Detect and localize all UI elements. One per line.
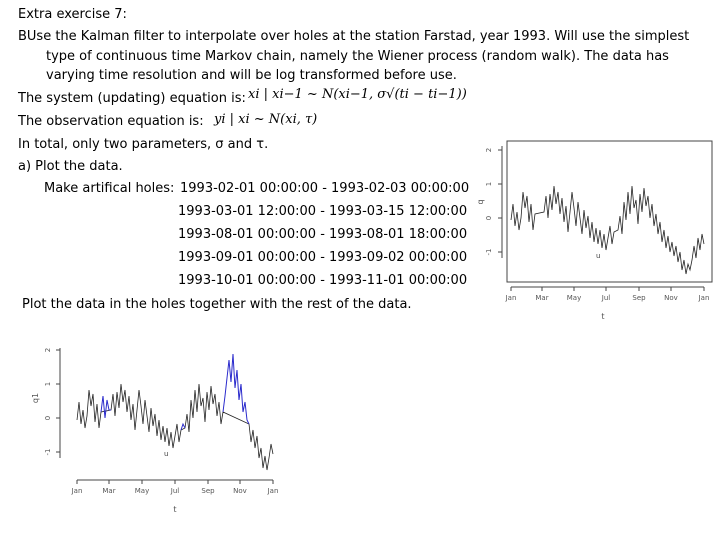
x-tick: Jan <box>71 487 83 495</box>
y-tick: 0 <box>44 416 52 420</box>
x-axis-label: t <box>601 312 604 321</box>
y-axis <box>56 348 61 458</box>
series-marker: u <box>596 252 600 260</box>
x-tick: Nov <box>664 294 678 302</box>
filled-segment <box>100 395 111 419</box>
y-tick: -1 <box>44 449 52 456</box>
hole-2: 1993-03-01 12:00:00 - 1993-03-15 12:00:0… <box>178 204 468 219</box>
plot-frame <box>506 140 713 283</box>
y-axis <box>498 146 503 258</box>
y-axis-label: q1 <box>31 393 40 403</box>
hole-4: 1993-09-01 00:00:00 - 1993-09-02 00:00:0… <box>178 250 468 265</box>
observation-equation: yi | xi ~ N(xi, τ) <box>214 112 318 127</box>
hole-3: 1993-08-01 00:00:00 - 1993-08-01 18:00:0… <box>178 227 468 242</box>
filled-segment <box>180 422 186 431</box>
y-tick: 0 <box>485 216 493 220</box>
conclusion-text: Plot the data in the holes together with… <box>22 297 412 312</box>
x-tick: Mar <box>102 487 115 495</box>
y-tick: 1 <box>44 382 52 386</box>
x-tick: Mar <box>535 294 548 302</box>
system-equation-label: The system (updating) equation is: <box>18 91 246 106</box>
x-tick: Jan <box>698 294 710 302</box>
hole-1: 1993-02-01 00:00:00 - 1993-02-03 00:00:0… <box>180 181 470 196</box>
x-tick: May <box>135 487 149 495</box>
filled-segment <box>222 353 250 425</box>
paragraph-line-2: type of continuous time Markov chain, na… <box>46 49 669 64</box>
y-tick: -1 <box>485 249 493 256</box>
series-line <box>76 383 274 471</box>
y-tick: 1 <box>485 182 493 186</box>
exercise-title: Extra exercise 7: <box>18 7 127 22</box>
plot-original-data: 2 1 0 -1 q Jan Mar May Jul Sep Nov Jan t… <box>478 140 713 321</box>
system-equation: xi | xi−1 ~ N(xi−1, σ√(ti − ti−1)) <box>248 87 467 102</box>
paragraph-line-1: BUse the Kalman filter to interpolate ov… <box>18 29 690 44</box>
x-axis-label: t <box>173 505 176 514</box>
observation-equation-label: The observation equation is: <box>18 114 204 129</box>
plot-filled-holes: 2 1 0 -1 q1 Jan Mar May Jul Sep Nov Jan … <box>31 348 279 514</box>
x-tick: Sep <box>632 294 646 302</box>
paragraph-line-3: varying time resolution and will be log … <box>46 68 457 83</box>
series-line <box>510 185 705 275</box>
x-tick: Jan <box>267 487 279 495</box>
x-tick: Sep <box>201 487 215 495</box>
x-tick: May <box>567 294 581 302</box>
holes-label: Make artifical holes: <box>44 181 175 196</box>
y-axis-label: q <box>478 199 485 204</box>
x-tick: Jan <box>505 294 517 302</box>
series-marker: u <box>164 450 168 458</box>
x-tick: Nov <box>233 487 247 495</box>
x-axis <box>510 286 705 291</box>
x-axis <box>76 479 274 484</box>
parameters-text: In total, only two parameters, σ and τ. <box>18 137 269 152</box>
item-a: a) Plot the data. <box>18 159 123 174</box>
hole-5: 1993-10-01 00:00:00 - 1993-11-01 00:00:0… <box>178 273 468 288</box>
y-tick: 2 <box>44 348 52 352</box>
x-tick: Jul <box>601 294 611 302</box>
y-tick: 2 <box>485 148 493 152</box>
x-tick: Jul <box>170 487 180 495</box>
